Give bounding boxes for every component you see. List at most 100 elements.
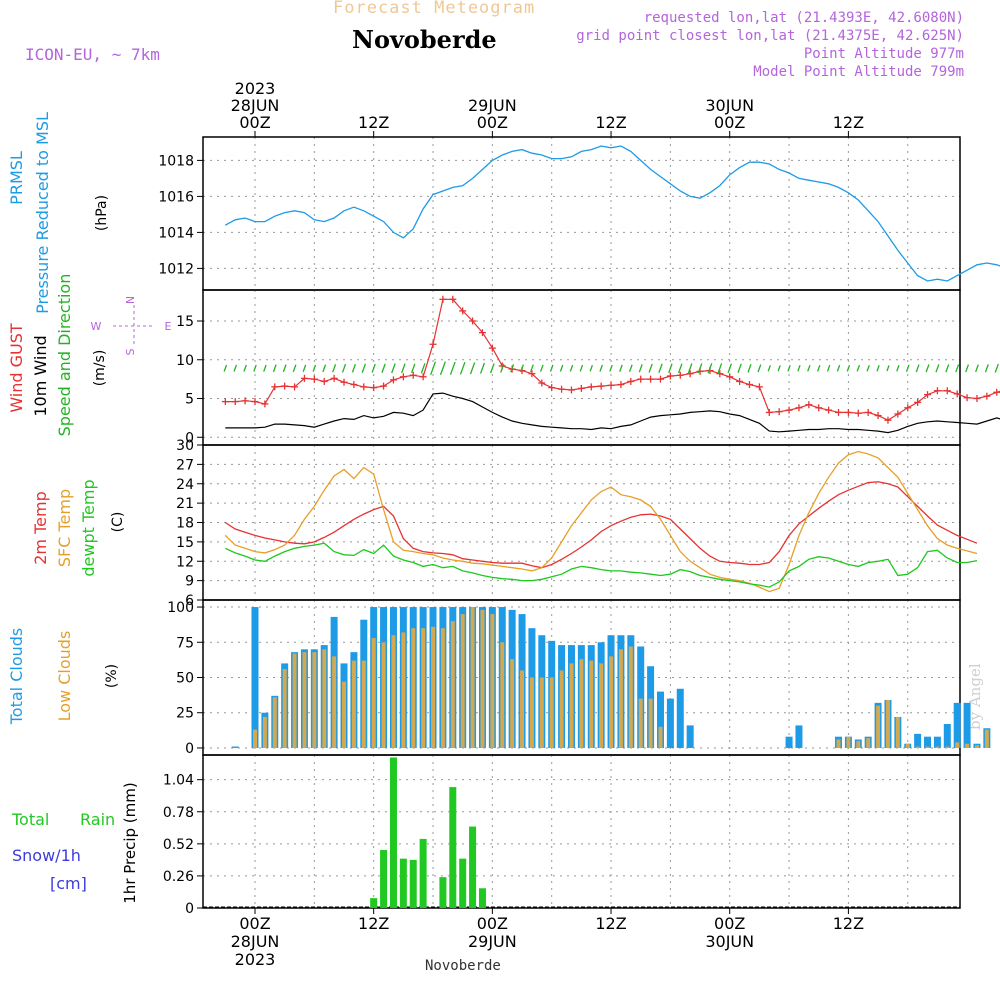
- wind-arrow: [767, 365, 771, 372]
- wind-arrow: [628, 364, 633, 373]
- y-tick-label: 12: [176, 554, 194, 570]
- y-tick-label: 25: [176, 706, 194, 722]
- low-cloud-bar: [529, 677, 534, 748]
- ylabel-unit-ms: (m/s): [92, 350, 108, 387]
- low-cloud-bar: [371, 638, 376, 748]
- rain-bar: [459, 858, 467, 908]
- y-tick-label: 21: [176, 496, 194, 512]
- low-cloud-bar: [460, 614, 465, 748]
- low-cloud-bar: [480, 609, 485, 748]
- x-tick-label-top: 00Z: [714, 113, 745, 132]
- y-tick-label: 100: [167, 600, 194, 616]
- low-cloud-bar: [935, 746, 940, 748]
- wind-arrow: [411, 363, 416, 373]
- wind-arrow: [816, 364, 821, 372]
- wind-arrow: [430, 361, 437, 376]
- total-cloud-bar: [231, 746, 239, 748]
- low-cloud-bar: [648, 698, 653, 748]
- rain-bar: [389, 757, 397, 908]
- wind-arrow: [915, 364, 920, 373]
- wind-arrow: [371, 363, 376, 373]
- low-cloud-bar: [965, 743, 970, 748]
- low-cloud-bar: [569, 663, 574, 748]
- low-cloud-bar: [253, 729, 257, 748]
- model-altitude: Model Point Altitude 799m: [753, 64, 964, 80]
- wind-arrow: [510, 364, 515, 373]
- y-tick-label: 0: [185, 741, 194, 757]
- wind-arrow: [727, 363, 733, 374]
- wind10m-line: [225, 392, 1000, 434]
- low-cloud-bar: [599, 663, 604, 748]
- ylabel-10m: 10m Wind: [31, 335, 50, 416]
- y-tick-label: 1014: [158, 225, 194, 241]
- y-tick-label: 75: [176, 635, 194, 651]
- wind-arrow: [807, 364, 811, 372]
- total-cloud-bar: [637, 646, 645, 748]
- x-tick-label-top: 2023: [235, 79, 276, 98]
- x-tick-label-top: 12Z: [833, 113, 864, 132]
- wind-arrow: [569, 364, 574, 372]
- wind-arrow: [668, 363, 673, 374]
- x-tick-label-top: 00Z: [477, 113, 508, 132]
- low-cloud-bar: [490, 614, 495, 748]
- wind-arrow: [459, 361, 466, 375]
- wind-arrow: [272, 364, 277, 373]
- wind-arrow: [945, 364, 950, 373]
- y-tick-label: 50: [176, 671, 194, 687]
- wind-arrow: [479, 362, 486, 374]
- x-tick-label-top: 28JUN: [231, 96, 280, 115]
- ylabel-unit-pct: (%): [104, 664, 120, 688]
- wind-arrow: [658, 363, 663, 373]
- y-tick-label: 5: [185, 392, 194, 408]
- total-cloud-bar: [933, 736, 941, 748]
- low-cloud-bar: [312, 652, 317, 748]
- wind-arrow: [282, 364, 287, 373]
- ylabel-low-clouds: Low Clouds: [55, 631, 74, 722]
- x-tick-label-top: 29JUN: [468, 96, 517, 115]
- wind-arrow: [697, 363, 703, 374]
- wind-arrow: [292, 364, 297, 373]
- wind-arrow: [391, 363, 396, 374]
- wind-arrow: [905, 364, 910, 372]
- x-tick-label-top: 00Z: [239, 113, 270, 132]
- total-cloud-bar: [666, 698, 674, 748]
- wind-arrow: [619, 364, 623, 372]
- wind-arrow: [381, 363, 386, 373]
- gridpoint-coords: grid point closest lon,lat (21.4375E, 42…: [576, 28, 964, 44]
- wind-arrow: [797, 365, 801, 372]
- x-tick-label-top: 12Z: [358, 113, 389, 132]
- low-cloud-bar: [945, 746, 950, 748]
- low-cloud-bar: [955, 742, 960, 748]
- point-altitude: Point Altitude 977m: [803, 46, 964, 62]
- total-cloud-bar: [251, 607, 259, 748]
- low-cloud-bar: [549, 677, 554, 748]
- wind-arrow: [609, 364, 613, 372]
- total-cloud-bar: [924, 736, 932, 748]
- rain-bar: [439, 877, 447, 908]
- wind-arrow: [322, 364, 327, 373]
- total-cloud-bar: [795, 725, 803, 748]
- label-rain: Rain: [80, 810, 115, 829]
- y-tick-label: 0.26: [163, 869, 194, 885]
- sfctemp-line: [224, 450, 978, 593]
- ylabel-gust: Wind GUST: [7, 323, 26, 413]
- wind-arrow: [866, 365, 870, 372]
- wind-arrow: [975, 364, 979, 373]
- low-cloud-bar: [628, 646, 633, 748]
- low-cloud-bar: [510, 659, 515, 748]
- low-cloud-bar: [421, 628, 426, 748]
- wind-arrow: [223, 364, 228, 372]
- total-cloud-bar: [785, 736, 793, 748]
- rain-bar: [469, 826, 477, 908]
- total-cloud-bar: [686, 725, 694, 748]
- low-cloud-bar: [866, 738, 871, 748]
- label-snow: Snow/1h: [12, 846, 81, 865]
- wind-arrow: [263, 364, 267, 372]
- y-tick-label: 27: [176, 457, 194, 473]
- low-cloud-bar: [609, 656, 614, 748]
- wind-arrow: [846, 364, 851, 372]
- rain-bar: [478, 888, 486, 908]
- wind-arrow: [500, 363, 505, 373]
- compass-n: N: [124, 296, 137, 304]
- ylabel-unit-c: (C): [110, 512, 126, 533]
